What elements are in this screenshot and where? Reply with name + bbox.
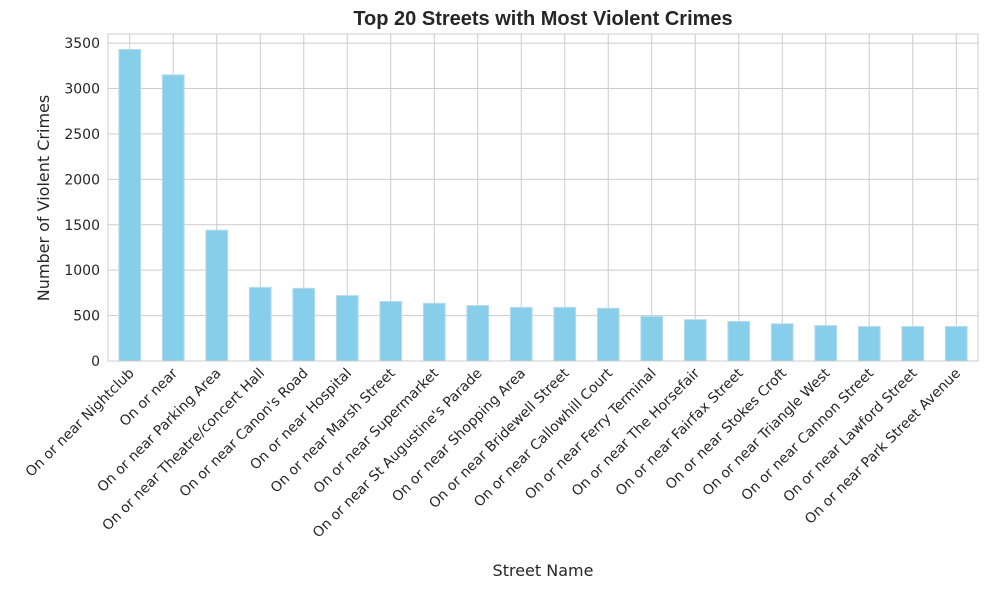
bar-11 (553, 306, 577, 362)
x-axis-label: Street Name (493, 561, 594, 580)
bar-16 (770, 323, 794, 362)
bar-7 (379, 301, 403, 362)
bar-3 (205, 229, 229, 362)
bar-12 (596, 307, 620, 362)
y-tick-label: 1500 (64, 218, 100, 234)
bars (118, 48, 968, 362)
bar-18 (857, 325, 881, 362)
y-tick-labels: 0 500 1000 1500 2000 2500 3000 3500 (64, 36, 100, 370)
bar-6 (335, 295, 359, 362)
bar-4 (248, 286, 272, 362)
y-tick-label: 500 (73, 309, 100, 325)
bar-20 (944, 325, 968, 362)
bar-19 (901, 325, 925, 362)
bar-2 (161, 74, 185, 362)
bar-5 (292, 287, 316, 362)
bar-17 (814, 325, 838, 362)
y-tick-label: 0 (91, 354, 100, 370)
y-tick-label: 3500 (64, 36, 100, 52)
bar-9 (466, 305, 490, 362)
bar-10 (509, 306, 533, 362)
y-tick-label: 2000 (64, 172, 100, 188)
bar-14 (683, 319, 707, 362)
x-tick-label: On or near Theatre/concert Hall (100, 366, 269, 535)
grid-lines (108, 34, 978, 362)
bar-1 (118, 48, 142, 362)
y-tick-label: 2500 (64, 127, 100, 143)
y-axis-label: Number of Violent Crimes (34, 95, 53, 301)
y-tick-label: 3000 (64, 82, 100, 98)
chart-title: Top 20 Streets with Most Violent Crimes (353, 8, 732, 30)
bar-15 (727, 320, 751, 362)
x-tick-label: On or near Park Street Avenue (802, 366, 964, 528)
bar-13 (640, 315, 664, 362)
plot-frame (107, 33, 979, 362)
bar-8 (422, 302, 446, 362)
y-tick-label: 1000 (64, 263, 100, 279)
